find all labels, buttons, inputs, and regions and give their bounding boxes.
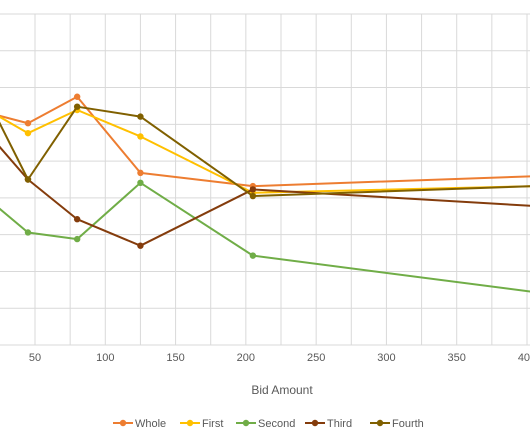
grid — [0, 13, 530, 346]
x-tick-label: 50 — [29, 352, 41, 364]
x-axis-title: Bid Amount — [251, 383, 313, 397]
legend-label: Fourth — [392, 418, 424, 430]
legend-swatch-marker — [311, 419, 319, 427]
data-point — [249, 252, 257, 259]
data-point — [24, 229, 32, 236]
legend-label: Second — [258, 418, 295, 430]
data-point — [249, 192, 257, 200]
legend-swatch-marker — [376, 419, 384, 427]
legend-item-first: First — [180, 418, 223, 430]
x-tick-label: 400 — [518, 352, 530, 364]
x-tick-label: 350 — [448, 352, 466, 364]
series-line-whole — [0, 95, 530, 188]
data-point — [24, 176, 32, 183]
x-tick-label: 150 — [166, 352, 184, 364]
legend-label: Third — [327, 418, 352, 430]
legend-item-third: Third — [305, 418, 352, 430]
series-fourth — [0, 103, 530, 200]
data-point — [137, 113, 144, 120]
data-point — [137, 133, 144, 140]
data-point — [137, 242, 144, 249]
data-point — [73, 93, 81, 100]
legend-item-fourth: Fourth — [370, 418, 424, 430]
data-point — [24, 129, 32, 137]
x-tick-label: 200 — [237, 352, 255, 364]
legend-label: First — [202, 418, 223, 430]
series-line-second — [0, 181, 530, 293]
x-tick-label: 100 — [96, 352, 114, 364]
data-point — [73, 216, 81, 223]
series-line-third — [0, 145, 530, 247]
legend-swatch-marker — [242, 419, 250, 427]
series-third — [0, 145, 530, 249]
legend-label: Whole — [135, 418, 166, 430]
data-point — [249, 186, 257, 193]
data-point — [137, 179, 144, 187]
series-line-fourth — [0, 105, 530, 198]
x-tick-label: 300 — [377, 352, 395, 364]
series-second — [0, 179, 530, 293]
legend-swatch-marker — [119, 419, 127, 427]
data-point — [73, 235, 81, 243]
legend: Whole First Second Third Fourth — [113, 418, 424, 430]
legend-item-second: Second — [236, 418, 295, 430]
series-first — [0, 106, 530, 196]
data-point — [137, 169, 144, 177]
legend-swatch-marker — [186, 419, 194, 427]
series-layer — [0, 93, 530, 293]
data-point — [73, 103, 81, 110]
x-axis-tick-labels: 50 100 150 200 250 300 350 400 — [29, 352, 530, 364]
data-point — [24, 120, 32, 127]
x-tick-label: 250 — [307, 352, 325, 364]
legend-item-whole: Whole — [113, 418, 166, 430]
